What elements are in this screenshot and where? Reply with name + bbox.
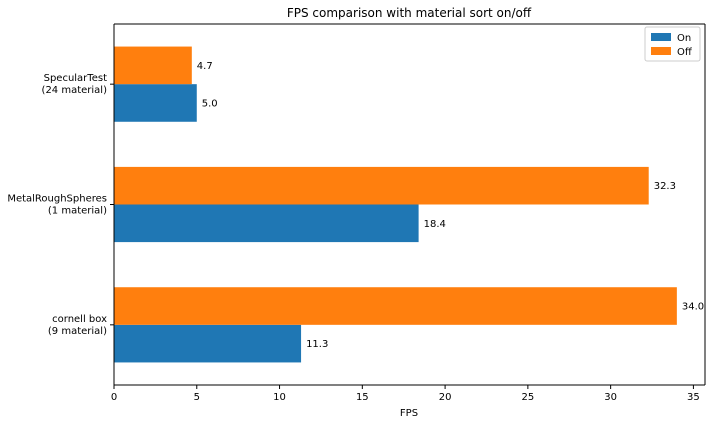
x-tick-label: 5 bbox=[194, 392, 200, 403]
bar-off-0 bbox=[114, 46, 192, 85]
bar-on-0 bbox=[114, 84, 197, 122]
y-tick-label: (24 material) bbox=[42, 85, 108, 96]
y-tick-label: MetalRoughSpheres bbox=[7, 194, 107, 205]
x-tick-label: 10 bbox=[273, 392, 286, 403]
x-tick-label: 35 bbox=[687, 392, 700, 403]
x-tick-label: 20 bbox=[439, 392, 452, 403]
x-tick-label: 30 bbox=[604, 392, 617, 403]
y-tick-label: (9 material) bbox=[48, 326, 107, 337]
x-tick-label: 25 bbox=[521, 392, 534, 403]
bars-layer: 5.0 18.4 11.3 4.7 32.3 34.0 bbox=[114, 46, 704, 363]
x-tick-label: 0 bbox=[111, 392, 117, 403]
y-tick-label: SpecularTest bbox=[44, 73, 107, 84]
data-label-on-2: 11.3 bbox=[306, 339, 328, 350]
data-label-on-1: 18.4 bbox=[424, 219, 446, 230]
legend-label-on: On bbox=[677, 33, 691, 44]
data-label-off-1: 32.3 bbox=[654, 181, 676, 192]
bar-off-1 bbox=[114, 166, 649, 205]
bar-on-2 bbox=[114, 324, 302, 363]
legend: On Off bbox=[644, 26, 701, 62]
bar-off-2 bbox=[114, 287, 677, 325]
legend-swatch-off bbox=[651, 47, 671, 55]
x-axis-label: FPS bbox=[400, 408, 418, 419]
chart-title: FPS comparison with material sort on/off bbox=[287, 6, 532, 20]
data-label-off-0: 4.7 bbox=[197, 61, 213, 72]
axes-layer: 0 5 10 15 20 25 30 35 SpecularTest(24 material) M… bbox=[7, 23, 706, 403]
data-label-on-0: 5.0 bbox=[202, 98, 218, 109]
legend-swatch-on bbox=[651, 33, 671, 41]
x-tick-label: 15 bbox=[356, 392, 369, 403]
data-label-off-2: 34.0 bbox=[682, 302, 704, 313]
legend-label-off: Off bbox=[677, 47, 693, 58]
y-tick-label: (1 material) bbox=[48, 206, 107, 217]
bar-on-1 bbox=[114, 204, 419, 243]
y-tick-label: cornell box bbox=[52, 314, 107, 325]
